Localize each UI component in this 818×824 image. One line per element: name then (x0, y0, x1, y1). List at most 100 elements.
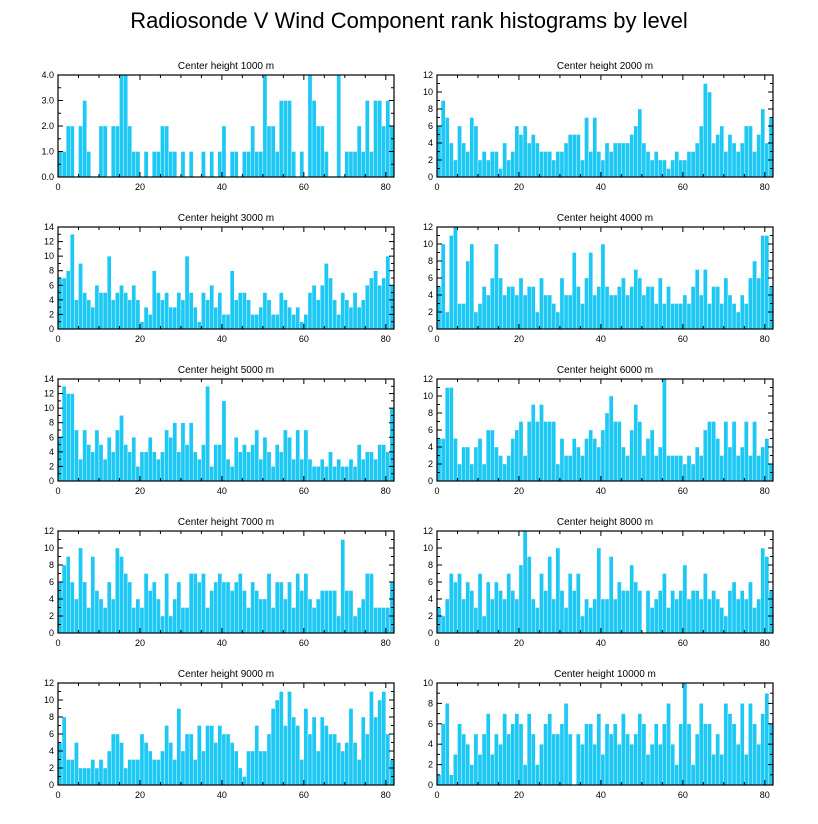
bar (315, 125, 321, 178)
bar (555, 151, 561, 178)
bar (143, 451, 149, 482)
bar (748, 703, 753, 786)
bar (164, 125, 169, 178)
bar (164, 573, 169, 634)
bar (690, 463, 696, 482)
bar (436, 774, 442, 786)
bar (262, 292, 268, 330)
bar (242, 444, 247, 482)
bar (723, 277, 729, 330)
bar (205, 725, 210, 786)
bar (563, 294, 569, 330)
bar (694, 446, 700, 482)
bar (205, 299, 210, 330)
bar (283, 598, 288, 634)
bar (535, 764, 540, 786)
bar (481, 463, 487, 482)
bar (506, 455, 511, 482)
bar (604, 286, 610, 330)
bar (250, 314, 255, 330)
bar (592, 438, 597, 482)
bar (127, 581, 132, 634)
bar (172, 306, 178, 330)
bar (217, 292, 223, 330)
x-tick-label: 0 (434, 790, 439, 800)
bar (633, 125, 638, 178)
bar (90, 759, 96, 786)
bar (209, 466, 214, 482)
bar (498, 455, 503, 482)
x-tick-label: 0 (55, 638, 60, 648)
bar (555, 547, 561, 634)
bar (238, 451, 243, 482)
bar (234, 299, 239, 330)
bar (188, 292, 194, 330)
bar (332, 299, 337, 330)
bar (156, 458, 161, 482)
bar (563, 703, 569, 786)
bar (490, 754, 495, 786)
bar (469, 463, 475, 482)
bar (756, 277, 761, 330)
bar (592, 117, 597, 178)
bar (588, 151, 593, 178)
bar (291, 151, 296, 178)
bar (559, 590, 565, 634)
bar (633, 404, 638, 482)
y-tick-label: 8 (428, 104, 433, 114)
bar (217, 151, 223, 178)
x-tick-label: 60 (299, 486, 309, 496)
bar (674, 303, 679, 330)
x-tick-label: 40 (217, 182, 227, 192)
bar (637, 421, 643, 482)
bar (539, 151, 544, 178)
x-tick-label: 20 (514, 790, 524, 800)
bar (352, 615, 358, 634)
bar (164, 429, 169, 482)
bar (213, 581, 218, 634)
bar (303, 429, 309, 482)
bar (649, 744, 655, 786)
y-tick-label: 0 (49, 628, 54, 638)
bar (86, 299, 91, 330)
bar (498, 277, 503, 330)
bar (201, 151, 206, 178)
bar (123, 292, 128, 330)
bar (485, 429, 491, 482)
bar (760, 446, 765, 482)
bar (613, 421, 618, 482)
bar (274, 151, 280, 178)
bar (106, 581, 112, 634)
y-tick-label: 6 (428, 719, 433, 729)
bar (567, 294, 573, 330)
bar (381, 125, 386, 178)
bar (180, 151, 186, 178)
bar (440, 243, 446, 330)
bar (506, 573, 511, 634)
bar (250, 125, 255, 178)
bar (344, 299, 350, 330)
bar (563, 142, 569, 178)
bar (266, 299, 272, 330)
y-tick-label: 0 (49, 476, 54, 486)
bar (531, 286, 536, 330)
x-tick-label: 20 (135, 486, 145, 496)
bar (703, 573, 708, 634)
bar (389, 759, 395, 786)
bar (600, 243, 606, 330)
bar (731, 303, 737, 330)
bar (666, 607, 671, 634)
bar (485, 581, 491, 634)
bar (707, 598, 712, 634)
bar (66, 393, 71, 482)
y-tick-label: 6 (428, 577, 433, 587)
bar (760, 713, 765, 786)
x-tick-label: 60 (299, 790, 309, 800)
bar (381, 607, 386, 634)
bar (311, 100, 317, 178)
bar (555, 311, 561, 330)
bar (295, 725, 300, 786)
bar (320, 716, 325, 786)
bar (617, 142, 622, 178)
bar (477, 438, 483, 482)
